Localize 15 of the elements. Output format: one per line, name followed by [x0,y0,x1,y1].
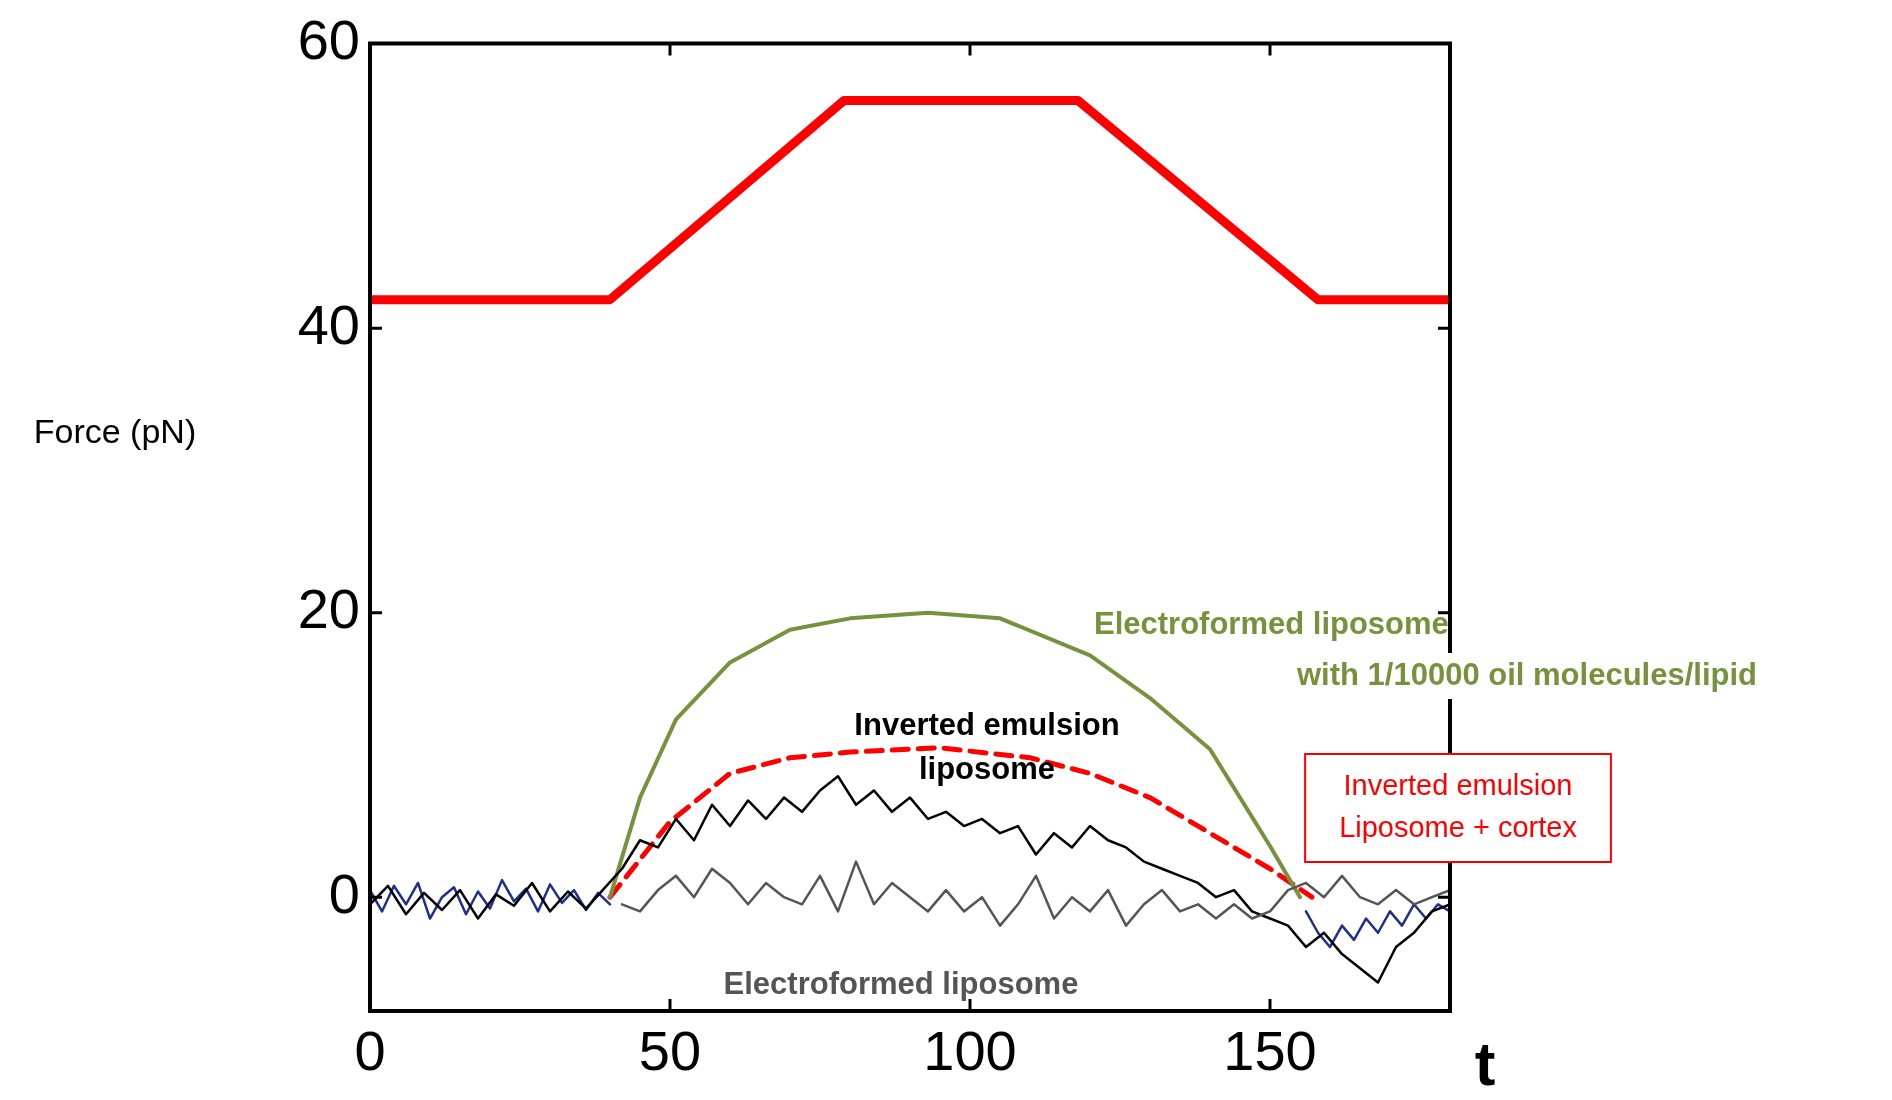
annotation: Inverted emulsion Liposome + cortex [1339,769,1578,843]
annotation: Inverted emulsion [854,706,1120,742]
y-tick-label: 0 [328,861,360,925]
annotation: Electroformed liposome [723,965,1079,1001]
x-tick-label: 150 [1223,1019,1317,1083]
x-tick-label: 100 [923,1019,1017,1083]
y-tick-label: 20 [297,577,360,641]
y-axis-title: Force (pN) [33,412,197,451]
annotation: with 1/10000 oil molecules/lipid [1296,656,1757,692]
x-axis-title: t [1474,1029,1496,1099]
x-tick-label: 50 [638,1019,702,1083]
annotation: liposome [918,750,1056,786]
y-tick-label: 40 [297,292,360,356]
y-tick-label: 60 [297,8,360,72]
annotation: Electroformed liposome [1094,605,1449,641]
